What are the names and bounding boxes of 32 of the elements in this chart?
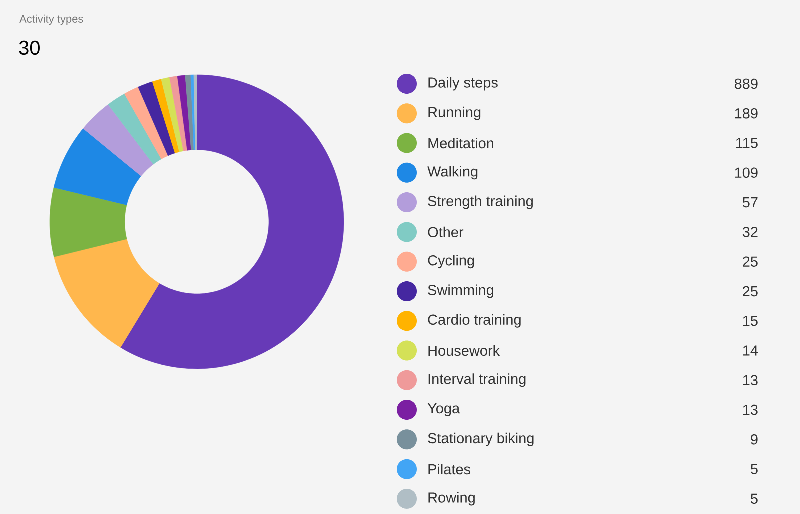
legend-label: Cycling: [428, 255, 474, 269]
data-label: 5: [750, 464, 758, 474]
legend-label: Interval training: [428, 374, 526, 388]
legend-label: Meditation: [428, 138, 494, 149]
legend-label: Walking: [428, 166, 478, 180]
legend-label: Housework: [428, 345, 500, 356]
data-label: 13: [743, 375, 758, 386]
data-label: 109: [735, 168, 758, 178]
legend-label: Pilates: [428, 464, 471, 475]
legend-label: Strength training: [428, 196, 533, 210]
legend-label: Swimming: [428, 284, 494, 298]
chart-title: Activity types: [20, 14, 84, 26]
data-label: 15: [743, 316, 758, 326]
legend-label: Rowing: [428, 492, 475, 506]
legend-label: Yoga: [428, 404, 460, 417]
data-label: 889: [734, 78, 758, 90]
data-label: 25: [743, 286, 758, 297]
data-label: 32: [742, 227, 758, 238]
data-label: 13: [743, 404, 758, 416]
data-label: 57: [742, 197, 758, 208]
chart-subtitle: 30: [19, 40, 40, 56]
data-label: 25: [743, 256, 758, 267]
legend-label: Cardio training: [428, 314, 521, 328]
data-label: 189: [735, 108, 758, 119]
data-label: 9: [751, 434, 758, 445]
legend-label: Other: [428, 226, 464, 238]
data-label: 115: [736, 138, 758, 148]
data-label: 14: [743, 346, 758, 356]
legend-label: Stationary biking: [428, 432, 534, 446]
legend-label: Running: [428, 106, 481, 120]
legend-label: Daily steps: [428, 77, 498, 91]
data-label: 5: [750, 494, 758, 504]
